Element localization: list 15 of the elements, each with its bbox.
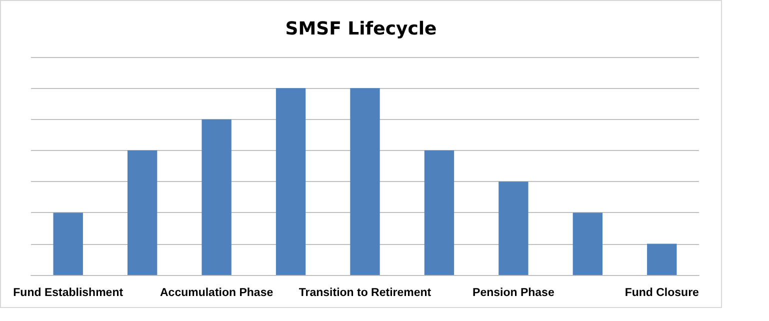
bar [647,244,677,275]
bar [202,119,232,275]
bar [350,88,380,275]
bar [498,182,528,275]
bar [53,212,83,275]
bar [276,88,306,275]
bar [127,150,158,275]
bar [572,212,603,275]
x-tick-label: Fund Establishment [13,287,124,299]
x-tick-label: Transition to Retirement [298,287,432,299]
x-tick-label: Accumulation Phase [160,287,274,299]
chart-title: SMSF Lifecycle [285,18,437,40]
x-tick-label: Pension Phase [472,287,554,299]
x-tick-label: Fund Closure [624,287,699,299]
bar [424,150,454,275]
